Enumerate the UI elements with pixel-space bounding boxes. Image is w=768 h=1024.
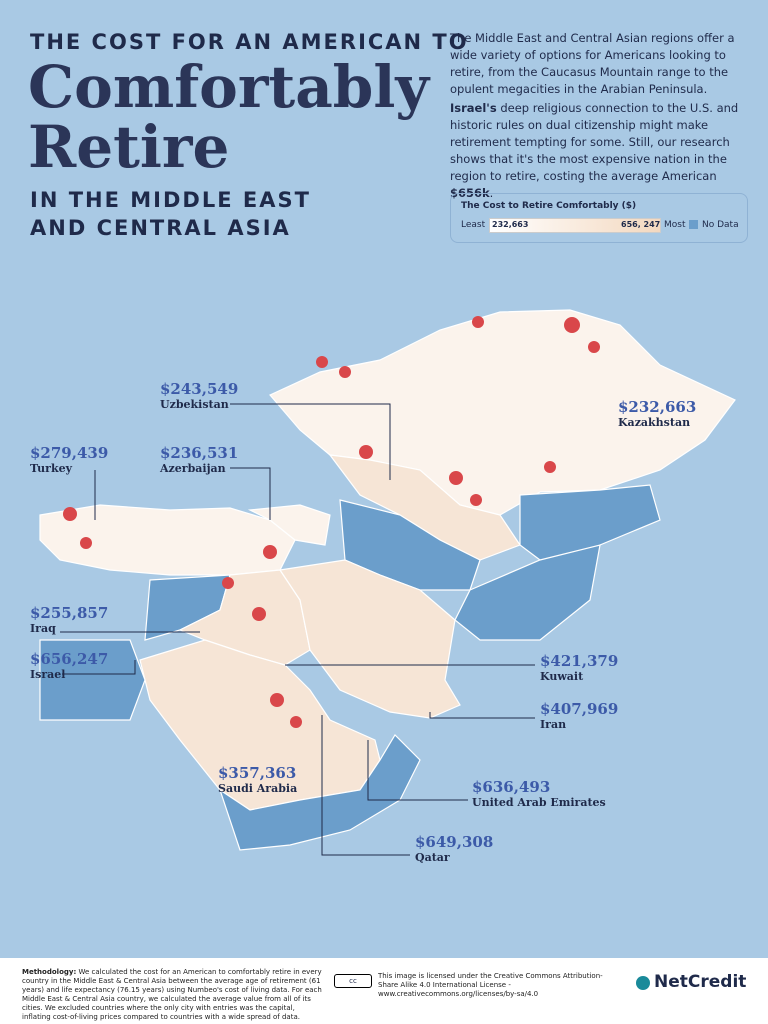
title-sub: IN THE MIDDLE EAST AND CENTRAL ASIA — [30, 188, 311, 240]
logo-mark — [636, 976, 650, 990]
country-value: $243,549 — [160, 380, 239, 398]
title-main: Retire — [28, 113, 230, 181]
methodology-label: Methodology: — [22, 968, 77, 976]
leader — [230, 403, 391, 480]
country-value: $649,308 — [415, 833, 494, 851]
legend-title: The Cost to Retire Comfortably ($) — [461, 201, 637, 211]
leader — [367, 740, 468, 801]
country-name: Saudi Arabia — [218, 782, 298, 795]
legend-most: Most — [664, 220, 686, 230]
legend-max: 656, 247 — [621, 220, 661, 229]
yemen-oman — [218, 734, 421, 851]
cc-badge: cc — [334, 974, 372, 988]
legend-gradient — [489, 218, 661, 233]
country-name: United Arab Emirates — [472, 796, 606, 809]
country-name: Israel — [30, 668, 66, 681]
country-value: $255,857 — [30, 604, 109, 622]
trees — [63, 316, 600, 728]
brand: NetCredit — [654, 972, 747, 992]
leaders — [60, 403, 535, 856]
title-kicker: THE COST FOR AN AMERICAN TO — [30, 30, 469, 54]
country-name: Uzbekistan — [160, 398, 229, 411]
afghanistan — [454, 544, 601, 641]
country-name: Kazakhstan — [618, 416, 691, 429]
country-value: $279,439 — [30, 444, 109, 462]
intro-p2: Israel's deep religious connection to th… — [450, 100, 755, 202]
country-value: $236,531 — [160, 444, 239, 462]
emphasis: Israel's — [450, 101, 497, 115]
country-name: Kuwait — [540, 670, 584, 683]
country-value: $421,379 — [540, 652, 619, 670]
country-value: $357,363 — [218, 764, 297, 782]
country-name: Azerbaijan — [160, 462, 226, 475]
legend-swatch — [689, 220, 698, 229]
license: This image is licensed under the Creativ… — [378, 972, 603, 998]
methodology-text: We calculated the cost for an American t… — [22, 968, 322, 1021]
legend: The Cost to Retire Comfortably ($) Least… — [450, 193, 748, 243]
iran — [278, 559, 461, 719]
turkey — [39, 504, 296, 576]
leader — [62, 660, 136, 675]
legend-min: 232,663 — [492, 220, 529, 229]
legend-least: Least — [461, 220, 486, 230]
egypt — [39, 639, 146, 721]
country-name: Iraq — [30, 622, 56, 635]
country-value: $656,247 — [30, 650, 109, 668]
legend-nodata: No Data — [702, 220, 739, 230]
country-value: $636,493 — [472, 778, 551, 796]
country-value: $407,969 — [540, 700, 619, 718]
title-main: Comfortably — [28, 53, 430, 121]
footer: Methodology: We calculated the cost for … — [0, 958, 768, 1024]
country-name: Qatar — [415, 851, 450, 864]
country-name: Iran — [540, 718, 567, 731]
leader — [429, 712, 535, 719]
map — [39, 309, 736, 856]
text: deep religious connection to the U.S. an… — [450, 101, 739, 183]
intro-p1: The Middle East and Central Asian region… — [450, 31, 735, 96]
leader — [321, 715, 410, 856]
country-name: Turkey — [30, 462, 72, 475]
country-value: $232,663 — [618, 398, 697, 416]
leader — [230, 467, 271, 520]
methodology: Methodology: We calculated the cost for … — [22, 968, 322, 1022]
